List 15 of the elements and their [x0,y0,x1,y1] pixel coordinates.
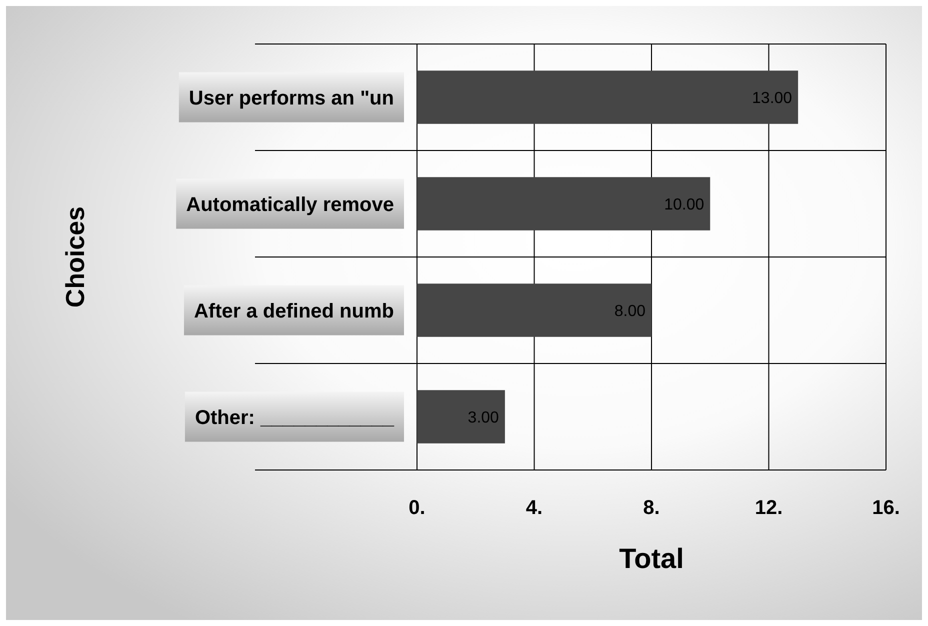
data-label: 10.00 [664,196,704,214]
y-tick-label: Other: ____________ [194,406,395,429]
x-tick-label: 8. [643,497,660,519]
y-tick-label: Automatically remove [186,194,394,216]
x-axis-title: Total [619,543,684,574]
data-label: 13.00 [752,90,792,107]
x-tick-label: 4. [526,497,543,519]
x-tick-label: 0. [408,497,426,519]
y-tick-label: After a defined numb [194,300,394,322]
data-label: 3.00 [468,409,500,426]
data-label: 8.00 [614,302,646,320]
x-tick-label: 12. [754,497,783,519]
y-tick-label: User performs an "un [188,87,394,110]
y-axis-title: Choices [60,206,90,308]
x-tick-label: 16. [872,497,900,519]
